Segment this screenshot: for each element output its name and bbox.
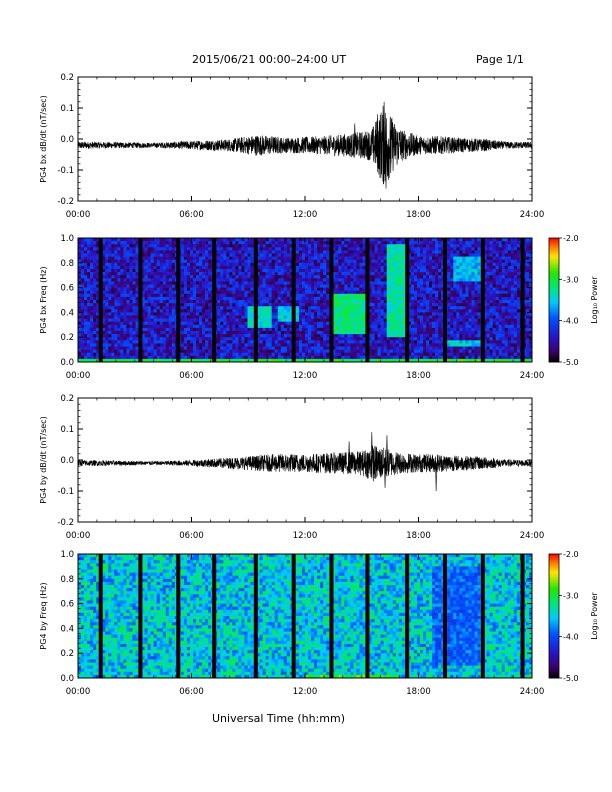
colorbar-tick-label: -2.0 — [563, 234, 579, 243]
x-tick-label: 18:00 — [406, 687, 431, 697]
y-tick-label: 0.4 — [60, 308, 74, 318]
data-gap — [291, 238, 296, 362]
colorbar-frame — [548, 553, 560, 679]
colorbar-3 — [549, 554, 559, 679]
y-tick-label: 0.1 — [60, 104, 74, 114]
data-gap — [291, 554, 296, 678]
x-tick-label: 12:00 — [293, 531, 318, 541]
y-tick-label: 0.6 — [60, 600, 74, 610]
data-gap — [329, 238, 334, 362]
series-line-2 — [77, 432, 533, 492]
y-tick-label: -0.2 — [57, 197, 74, 207]
page-title: 2015/06/21 00:00–24:00 UT — [192, 53, 347, 66]
heatmap-3 — [78, 554, 533, 679]
data-gap — [212, 554, 217, 678]
y-tick-label: 1.0 — [60, 234, 74, 244]
colorbar-label: Log₁₀ Power — [590, 592, 599, 640]
data-gap — [405, 554, 410, 678]
colorbar-tick-label: -5.0 — [563, 358, 579, 367]
colorbar-1 — [549, 238, 559, 363]
y-tick-label: -0.2 — [57, 518, 74, 528]
colorbar-frame — [548, 237, 560, 363]
x-tick-label: 06:00 — [179, 210, 204, 220]
y-axis-label: PG4 bx dB/dt (nT/sec) — [39, 95, 48, 182]
x-tick-label: 00:00 — [66, 210, 91, 220]
x-tick-label: 18:00 — [406, 210, 431, 220]
data-gap — [176, 238, 181, 362]
x-tick-label: 24:00 — [520, 210, 545, 220]
x-tick-label: 00:00 — [66, 531, 91, 541]
data-gap — [480, 554, 485, 678]
colorbar-tick-label: -4.0 — [563, 633, 579, 642]
data-gap — [138, 554, 143, 678]
x-tick-label: 00:00 — [66, 687, 91, 697]
x-tick-label: 06:00 — [179, 531, 204, 541]
plot-frame-2 — [77, 397, 533, 523]
data-gap — [365, 554, 370, 678]
y-tick-label: 1.0 — [60, 550, 74, 560]
x-tick-label: 06:00 — [179, 371, 204, 381]
y-tick-label: 0.4 — [60, 624, 74, 634]
y-tick-label: 0.2 — [60, 394, 74, 404]
colorbar-tick-label: -3.0 — [563, 275, 579, 284]
x-tick-label: 18:00 — [406, 531, 431, 541]
y-tick-label: 0.8 — [60, 575, 74, 585]
y-tick-label: 0.8 — [60, 259, 74, 269]
data-gap — [329, 554, 334, 678]
x-tick-label: 12:00 — [293, 210, 318, 220]
colorbar-tick-label: -2.0 — [563, 550, 579, 559]
y-axis-label: PG4 bx Freq (Hz) — [39, 266, 48, 333]
data-gap — [98, 554, 103, 678]
colorbar-label: Log₁₀ Power — [590, 276, 599, 324]
data-gap — [253, 554, 258, 678]
y-tick-label: 0.0 — [60, 674, 74, 684]
y-tick-label: 0.0 — [60, 358, 74, 368]
y-tick-label: 0.1 — [60, 425, 74, 435]
x-tick-label: 12:00 — [293, 687, 318, 697]
x-tick-label: 24:00 — [520, 371, 545, 381]
y-tick-label: 0.2 — [60, 73, 74, 83]
y-tick-label: 0.2 — [60, 649, 74, 659]
data-gap — [520, 238, 525, 362]
x-axis-title: Universal Time (hh:mm) — [212, 712, 345, 725]
colorbar-tick-label: -5.0 — [563, 674, 579, 683]
data-gap — [442, 554, 447, 678]
y-tick-label: 0.0 — [60, 135, 74, 145]
y-tick-label: -0.1 — [57, 487, 74, 497]
y-axis-label: PG4 by Freq (Hz) — [39, 582, 48, 649]
series-line-0 — [77, 101, 533, 189]
x-tick-label: 24:00 — [520, 531, 545, 541]
y-tick-label: 0.6 — [60, 284, 74, 294]
data-gap — [138, 238, 143, 362]
data-gap — [98, 238, 103, 362]
data-gap — [520, 554, 525, 678]
data-gap — [212, 238, 217, 362]
data-gap — [480, 238, 485, 362]
colorbar-tick-label: -4.0 — [563, 317, 579, 326]
x-tick-label: 12:00 — [293, 371, 318, 381]
colorbar-tick-label: -3.0 — [563, 591, 579, 600]
x-tick-label: 00:00 — [66, 371, 91, 381]
y-tick-label: -0.1 — [57, 166, 74, 176]
heatmap-1 — [78, 238, 533, 363]
x-tick-label: 06:00 — [179, 687, 204, 697]
x-tick-label: 24:00 — [520, 687, 545, 697]
page-number: Page 1/1 — [476, 53, 524, 66]
data-gap — [365, 238, 370, 362]
data-gap — [442, 238, 447, 362]
y-axis-label: PG4 by dB/dt (nT/sec) — [39, 416, 48, 503]
y-tick-label: 0.2 — [60, 333, 74, 343]
x-tick-label: 18:00 — [406, 371, 431, 381]
data-gap — [176, 554, 181, 678]
data-gap — [405, 238, 410, 362]
data-gap — [253, 238, 258, 362]
y-tick-label: 0.0 — [60, 456, 74, 466]
